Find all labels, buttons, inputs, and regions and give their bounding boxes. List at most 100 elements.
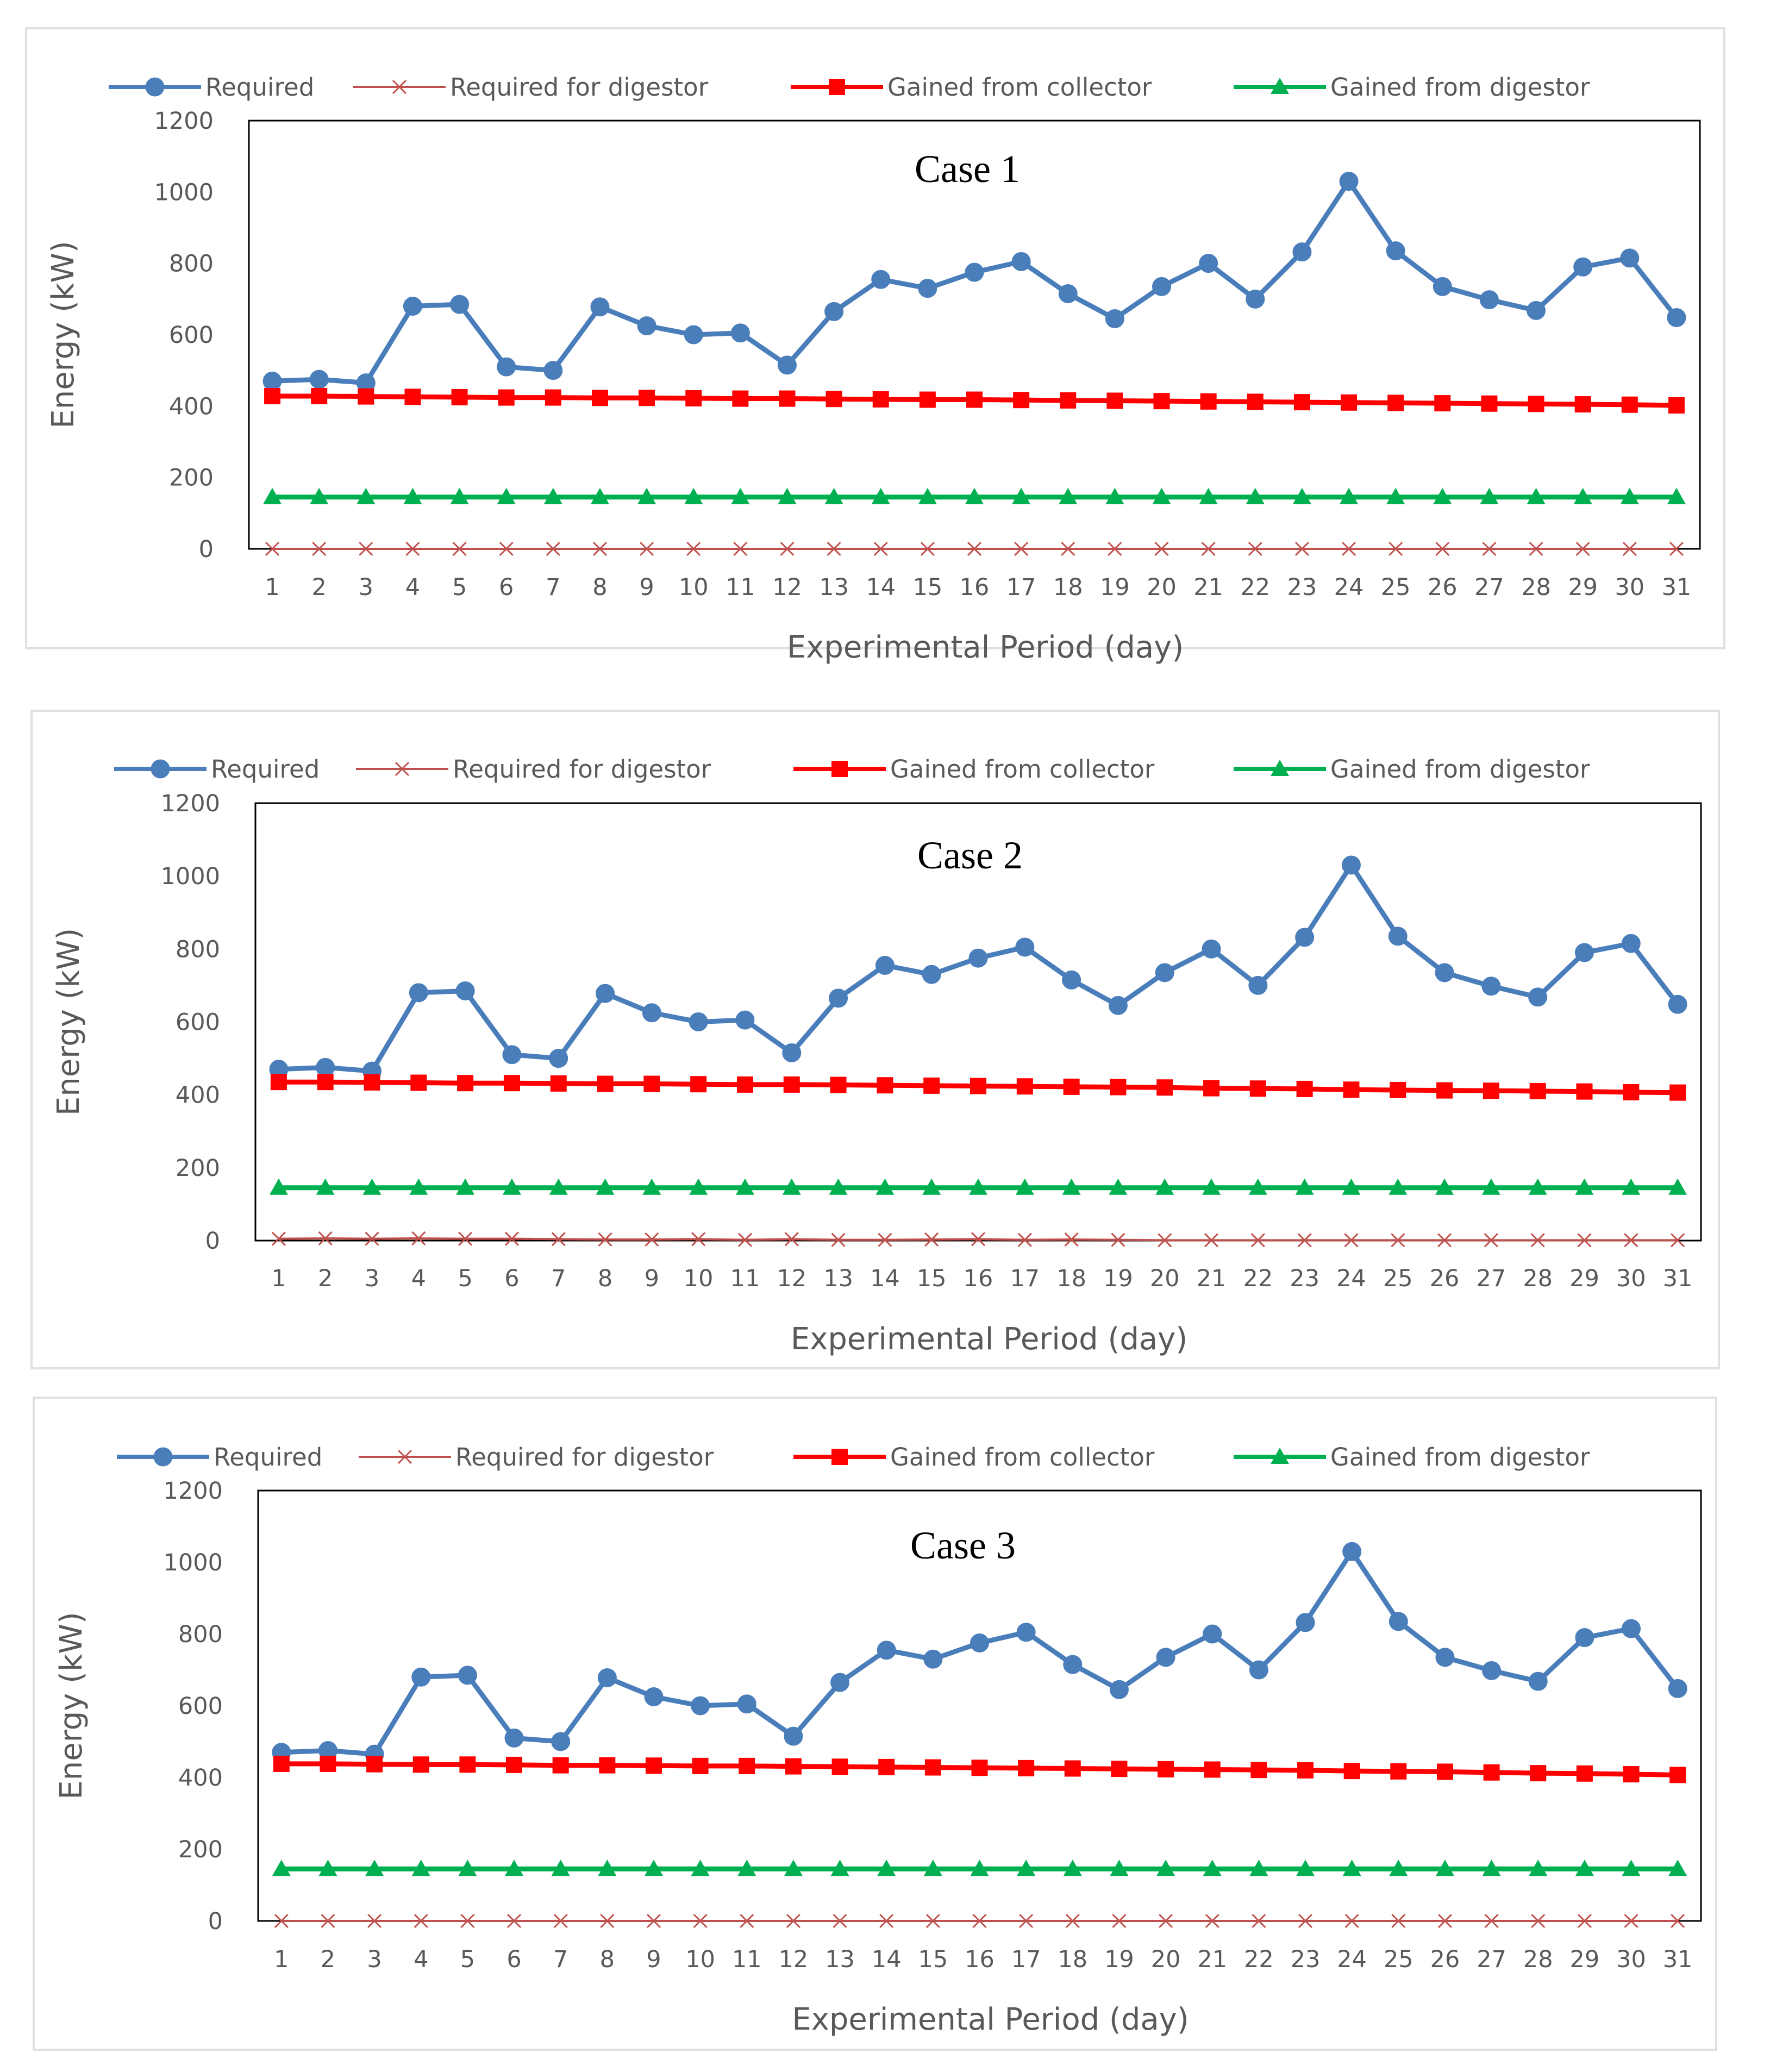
x-tick-label: 19: [1100, 574, 1130, 601]
x-tick-label: 14: [872, 1946, 902, 1973]
y-tick-label: 1000: [154, 179, 214, 206]
data-point: [1248, 975, 1268, 995]
data-point: [320, 1755, 336, 1772]
x-tick-label: 1: [265, 574, 279, 601]
data-point: [497, 357, 516, 377]
data-point: [737, 1232, 753, 1247]
data-point: [1013, 392, 1030, 409]
legend-marker: [831, 761, 848, 777]
data-point: [403, 487, 422, 504]
data-point: [590, 487, 609, 504]
x-tick-label: 5: [452, 574, 467, 601]
data-point: [600, 1913, 615, 1929]
x-tick-label: 6: [506, 1946, 521, 1973]
data-point: [1437, 1913, 1453, 1929]
x-tick-label: 21: [1193, 574, 1223, 601]
x-tick-label: 12: [772, 574, 802, 601]
x-tick-label: 15: [918, 1946, 948, 1973]
data-point: [411, 1667, 431, 1687]
data-point: [403, 296, 422, 316]
data-point: [1620, 248, 1640, 268]
data-point: [923, 1860, 942, 1876]
data-point: [1204, 1233, 1219, 1248]
data-point: [966, 391, 983, 408]
data-point: [1112, 1913, 1127, 1929]
data-point: [1574, 943, 1594, 962]
data-point: [310, 487, 329, 504]
data-point: [506, 1913, 522, 1929]
data-point: [1152, 487, 1171, 504]
data-point: [1622, 1619, 1641, 1638]
data-point: [312, 541, 327, 556]
data-point: [504, 1728, 524, 1748]
data-point: [637, 487, 656, 504]
data-point: [1481, 976, 1501, 996]
data-point: [1390, 1763, 1407, 1780]
x-tick-label: 28: [1523, 1946, 1553, 1973]
series-required-for-digestor: [271, 1231, 1685, 1248]
y-tick-label: 1200: [164, 1478, 223, 1505]
data-point: [409, 983, 428, 1003]
data-point: [1298, 1913, 1313, 1929]
data-point: [1248, 541, 1262, 556]
data-point: [684, 325, 703, 345]
data-point: [923, 1649, 943, 1669]
data-point: [1527, 301, 1546, 320]
data-point: [452, 541, 467, 556]
y-tick-label: 600: [176, 1009, 220, 1036]
x-tick-label: 30: [1616, 1946, 1646, 1973]
data-point: [1436, 1082, 1453, 1099]
data-point: [691, 1696, 710, 1716]
x-tick-label: 26: [1430, 1265, 1460, 1292]
data-point: [1292, 242, 1312, 262]
y-tick-label: 600: [169, 322, 214, 349]
data-point: [777, 355, 797, 375]
data-point: [1295, 1178, 1314, 1195]
data-point: [1575, 1178, 1594, 1195]
x-tick-label: 3: [367, 1946, 381, 1973]
x-tick-label: 9: [645, 1265, 659, 1292]
x-tick-label: 20: [1151, 1946, 1181, 1973]
legend-label: Gained from collector: [887, 73, 1152, 102]
data-point: [1620, 487, 1639, 504]
data-point: [642, 1003, 661, 1023]
data-point: [1576, 1083, 1593, 1100]
data-point: [1343, 1081, 1360, 1098]
data-point: [265, 541, 280, 556]
legend: Required Required for digestor Gained from…: [117, 1443, 1590, 1472]
data-point: [918, 487, 937, 504]
data-point: [1389, 541, 1403, 556]
x-tick-label: 22: [1244, 1946, 1274, 1973]
data-point: [1528, 987, 1548, 1007]
data-point: [1391, 1913, 1406, 1929]
data-point: [264, 387, 281, 404]
x-tick-label: 6: [499, 574, 514, 601]
data-point: [967, 541, 982, 556]
x-tick-label: 13: [823, 1265, 853, 1292]
data-point: [1667, 308, 1686, 327]
plot-area: [254, 802, 1702, 1242]
data-point: [1294, 541, 1309, 556]
data-point: [1530, 1233, 1545, 1248]
legend-label: Gained from collector: [890, 1443, 1155, 1472]
case-title: Case 3: [910, 1524, 1016, 1567]
data-point: [731, 487, 750, 504]
data-point: [502, 1178, 521, 1195]
y-axis-title: Energy (kW): [51, 928, 86, 1116]
data-point: [689, 1012, 708, 1031]
legend-marker: [145, 77, 165, 97]
data-point: [367, 1913, 382, 1929]
data-point: [970, 1633, 989, 1652]
data-point: [1437, 1233, 1452, 1248]
x-tick-label: 25: [1383, 1265, 1413, 1292]
data-point: [1063, 1860, 1082, 1876]
x-tick-label: 23: [1290, 1265, 1319, 1292]
data-point: [737, 1860, 756, 1876]
data-point: [1246, 289, 1265, 309]
data-point: [410, 1074, 427, 1091]
data-point: [499, 541, 514, 556]
data-point: [1156, 1079, 1173, 1096]
data-point: [263, 487, 282, 504]
x-tick-label: 20: [1150, 1265, 1180, 1292]
